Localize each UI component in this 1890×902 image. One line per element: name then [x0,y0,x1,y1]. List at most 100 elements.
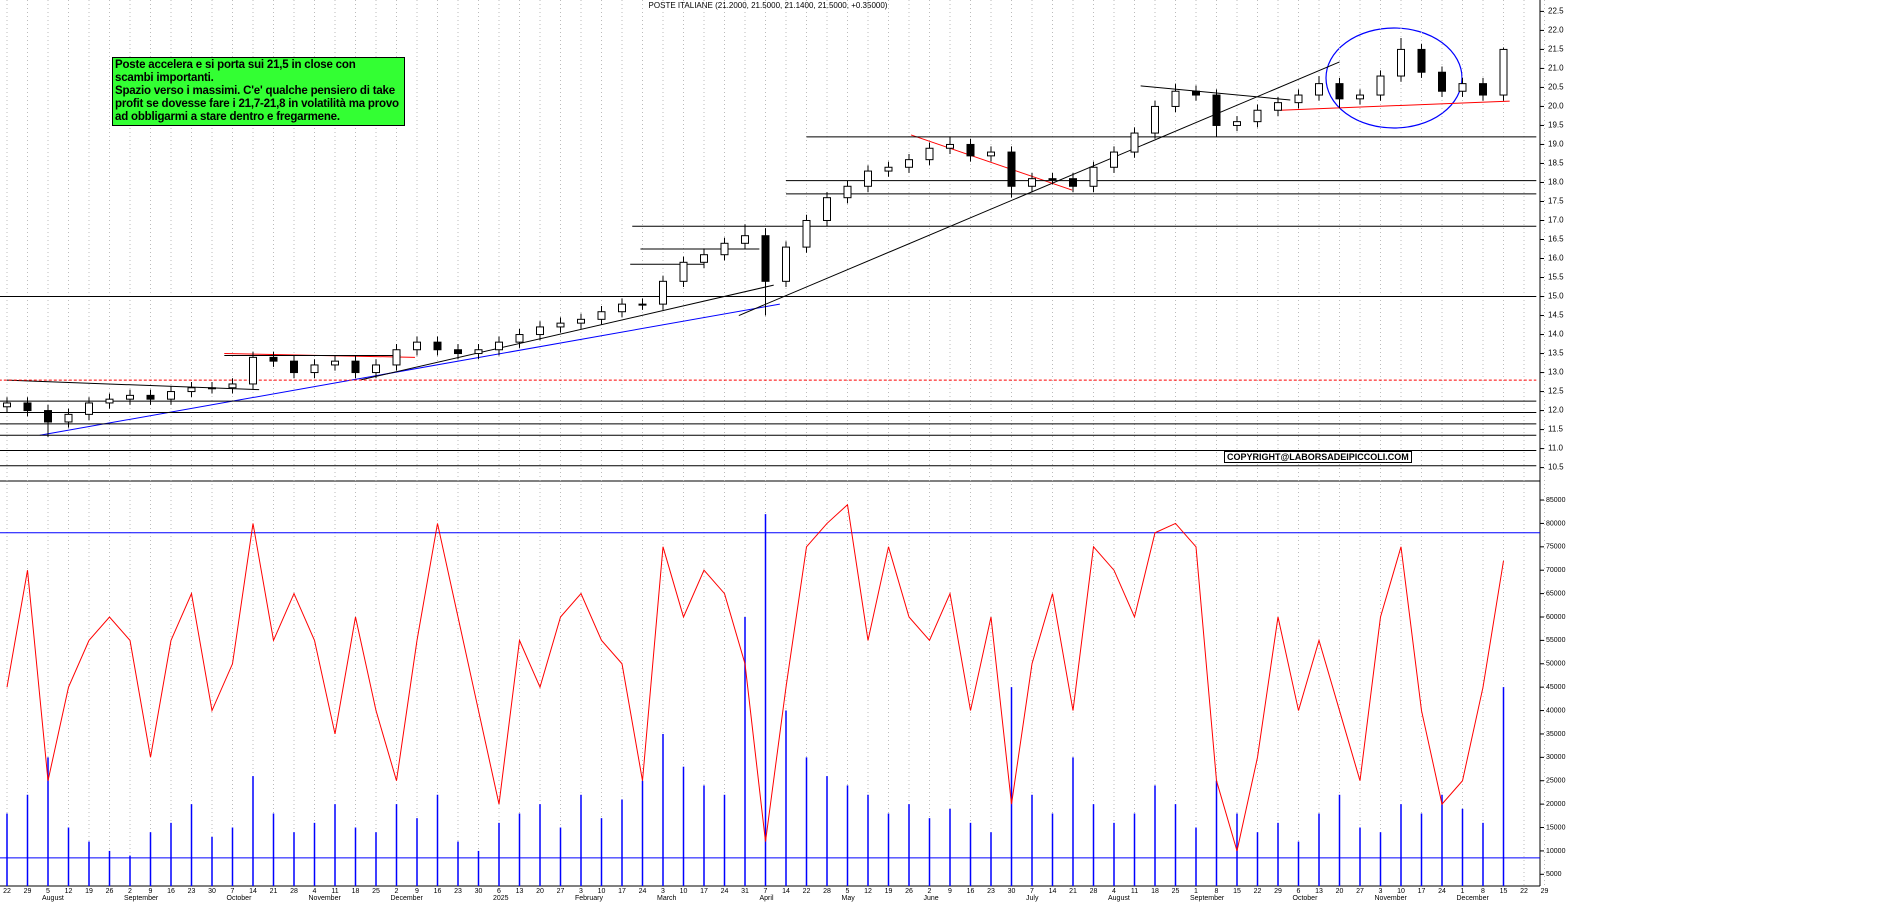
candle-body [351,360,360,374]
x-tick-label: 21 [270,888,278,895]
x-tick-label: 22 [1254,888,1262,895]
x-tick-label: 16 [434,888,442,895]
x-tick-label: 9 [948,888,952,895]
candle-body [1192,90,1200,96]
y-tick-label: 10.5 [1548,463,1564,472]
candle-body [700,254,708,263]
x-tick-label: 4 [1112,888,1116,895]
x-tick-label: 6 [497,888,501,895]
x-month-label: July [1026,895,1039,902]
candle-body [1048,178,1057,181]
y2-tick-label: 50000 [1546,661,1566,668]
y-tick-label: 16.0 [1548,254,1564,263]
x-tick-label: 27 [557,888,565,895]
candle-body [269,356,278,362]
candle-body [167,391,175,400]
x-tick-label: 28 [1090,888,1098,895]
x-month-label: September [1190,895,1225,902]
x-tick-label: 30 [1008,888,1016,895]
candle-body [843,185,852,199]
candle-body [987,151,995,157]
x-tick-label: 25 [1172,888,1180,895]
y2-tick-label: 15000 [1546,824,1566,831]
trend-line [1140,85,1291,101]
x-tick-label: 28 [290,888,298,895]
y-tick-label: 15.5 [1548,273,1564,282]
candle-body [618,303,626,313]
x-tick-label: 24 [1438,888,1446,895]
candle-body [659,280,667,305]
x-month-label: October [227,895,253,902]
trend-line [1280,100,1510,111]
candle-body [1458,83,1467,92]
x-tick-label: 26 [106,888,114,895]
y-tick-label: 11.0 [1548,444,1564,453]
x-tick-label: 24 [639,888,647,895]
y2-tick-label: 75000 [1546,544,1566,551]
candle-body [23,402,32,412]
candle-body [433,341,442,351]
y-tick-label: 19.0 [1548,140,1564,149]
candle-body [413,341,421,351]
y2-tick-label: 60000 [1546,614,1566,621]
candle-body [1274,102,1282,111]
candle-body [597,311,606,320]
y-tick-label: 14.5 [1548,311,1564,320]
x-tick-label: 7 [231,888,235,895]
x-tick-label: 17 [618,888,626,895]
x-tick-label: 10 [1397,888,1405,895]
x-tick-label: 14 [1049,888,1057,895]
x-tick-label: 21 [1069,888,1077,895]
candle-body [1171,90,1180,107]
candle-body [1007,151,1016,187]
annotation-line: scambi importanti. [115,72,214,84]
candle-body [187,387,196,393]
x-tick-label: 3 [579,888,583,895]
x-tick-label: 29 [1541,888,1549,895]
candle-body [761,235,770,282]
candle-body [720,242,729,256]
candle-body [1028,178,1036,187]
x-tick-label: 1 [1461,888,1465,895]
x-tick-label: 29 [24,888,32,895]
candle-body [782,246,790,282]
x-tick-label: 3 [661,888,665,895]
x-tick-label: 12 [65,888,73,895]
x-tick-label: 22 [803,888,811,895]
x-tick-label: 20 [1336,888,1344,895]
chart-title: POSTE ITALIANE (21.2000, 21.5000, 21.140… [649,1,888,10]
x-tick-label: 13 [1315,888,1323,895]
y-tick-label: 22.0 [1548,26,1564,35]
y-tick-label: 13.5 [1548,349,1564,358]
candle-body [64,413,73,423]
candle-body [3,402,11,408]
candle-body [1438,71,1446,92]
x-tick-label: 25 [372,888,380,895]
trend-line [39,303,780,436]
candle-body [1315,83,1323,96]
x-tick-label: 6 [1297,888,1301,895]
candle-body [495,341,503,351]
candle-body [1397,48,1405,77]
x-month-label: 2025 [493,895,509,902]
x-tick-label: 31 [741,888,749,895]
x-tick-label: 9 [149,888,153,895]
x-tick-label: 10 [598,888,606,895]
x-tick-label: 14 [249,888,257,895]
candle-body [577,318,585,324]
candle-body [474,349,483,355]
y2-tick-label: 35000 [1546,731,1566,738]
candle-body [290,360,298,374]
x-tick-label: 11 [331,888,338,895]
x-tick-label: 8 [1481,888,1485,895]
candle-body [310,364,319,374]
x-tick-label: 26 [905,888,913,895]
candle-body [146,394,155,400]
y2-tick-label: 30000 [1546,754,1566,761]
annotation-line: Poste accelera e si porta sui 21,5 in cl… [115,59,356,71]
x-tick-label: 30 [208,888,216,895]
y-tick-label: 21.5 [1548,45,1564,54]
candle-body [864,170,872,187]
x-month-label: March [657,895,677,902]
candle-body [85,402,93,415]
